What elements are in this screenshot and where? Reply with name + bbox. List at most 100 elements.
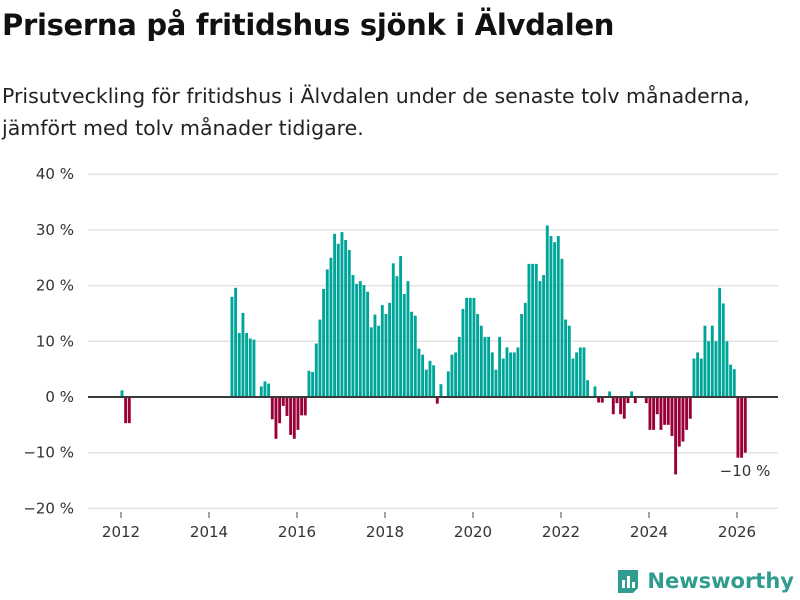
bar [355, 283, 359, 397]
bar [736, 397, 740, 458]
bar [252, 339, 256, 397]
bar [303, 397, 307, 416]
bar [575, 352, 579, 397]
bar [391, 263, 395, 397]
bar [336, 243, 340, 397]
bar [358, 281, 362, 397]
bar [725, 341, 729, 397]
bar [421, 354, 425, 397]
bar [718, 287, 722, 397]
bar [729, 364, 733, 397]
bar [740, 397, 744, 458]
bar [281, 397, 285, 406]
bar [457, 336, 461, 397]
bar [721, 303, 725, 397]
y-tick-label: −20 % [23, 499, 74, 517]
bar [432, 365, 436, 397]
bar [659, 397, 663, 430]
bar [494, 369, 498, 397]
x-tick-label: 2026 [718, 523, 756, 541]
bar [241, 312, 245, 397]
bar [743, 397, 747, 453]
bar [351, 275, 355, 397]
bar [369, 327, 373, 397]
bar [278, 397, 282, 424]
bar [710, 325, 714, 397]
bar [615, 397, 619, 404]
bar [714, 341, 718, 397]
bar [472, 297, 476, 397]
bar [523, 302, 527, 397]
bar [516, 347, 520, 397]
y-tick-label: 20 % [36, 277, 74, 295]
newsworthy-logo-icon [618, 570, 639, 593]
bar [468, 297, 472, 397]
bar [476, 314, 480, 397]
bar [307, 370, 311, 397]
bar [410, 311, 414, 397]
bar [597, 397, 601, 403]
bar [384, 314, 388, 397]
bar [259, 386, 263, 397]
bar [582, 347, 586, 397]
bar [560, 258, 564, 397]
bar [688, 397, 692, 419]
bar [622, 397, 626, 419]
bar [545, 225, 549, 397]
y-tick-label: 0 % [45, 388, 74, 406]
bar [487, 336, 491, 397]
bar [692, 358, 696, 397]
bar [406, 281, 410, 397]
chart-title: Priserna på fritidshus sjönk i Älvdalen [2, 8, 615, 42]
bar [347, 249, 351, 397]
bar [556, 236, 560, 397]
bar [542, 275, 546, 397]
bar [619, 397, 623, 415]
y-tick-label: −10 % [23, 444, 74, 462]
bar [237, 332, 241, 397]
bar [311, 371, 315, 397]
bar [633, 397, 637, 404]
bar [366, 291, 370, 397]
last-value-annotation: −10 % [720, 462, 771, 480]
bar [578, 347, 582, 397]
bar [413, 315, 417, 397]
bar [564, 319, 568, 397]
bar [608, 391, 612, 397]
x-tick-label: 2016 [278, 523, 316, 541]
bar [325, 269, 329, 397]
brand-name: Newsworthy [647, 569, 794, 593]
bar [538, 281, 542, 397]
bar [263, 381, 267, 397]
bar [428, 360, 432, 397]
bar [685, 397, 689, 430]
bar [505, 347, 509, 397]
bar [534, 263, 538, 397]
bar [696, 352, 700, 397]
bar [274, 397, 278, 439]
bar [461, 308, 465, 397]
bar [630, 391, 634, 397]
bar [435, 397, 439, 404]
bar [322, 288, 326, 397]
bar [329, 257, 333, 397]
bar [553, 242, 557, 397]
bar [296, 397, 300, 430]
bar [600, 397, 604, 403]
bar [314, 343, 318, 397]
bar [285, 397, 289, 416]
bar [245, 332, 249, 397]
bar [454, 352, 458, 397]
x-tick-label: 2024 [630, 523, 668, 541]
bar [531, 263, 535, 397]
bar [501, 358, 505, 397]
newsworthy-logo: Newsworthy [615, 568, 794, 594]
bar [120, 390, 124, 397]
bar [593, 386, 597, 397]
bar [289, 397, 293, 435]
bar [417, 348, 421, 397]
bar [234, 287, 238, 397]
bar [230, 296, 234, 397]
bar [732, 369, 736, 397]
